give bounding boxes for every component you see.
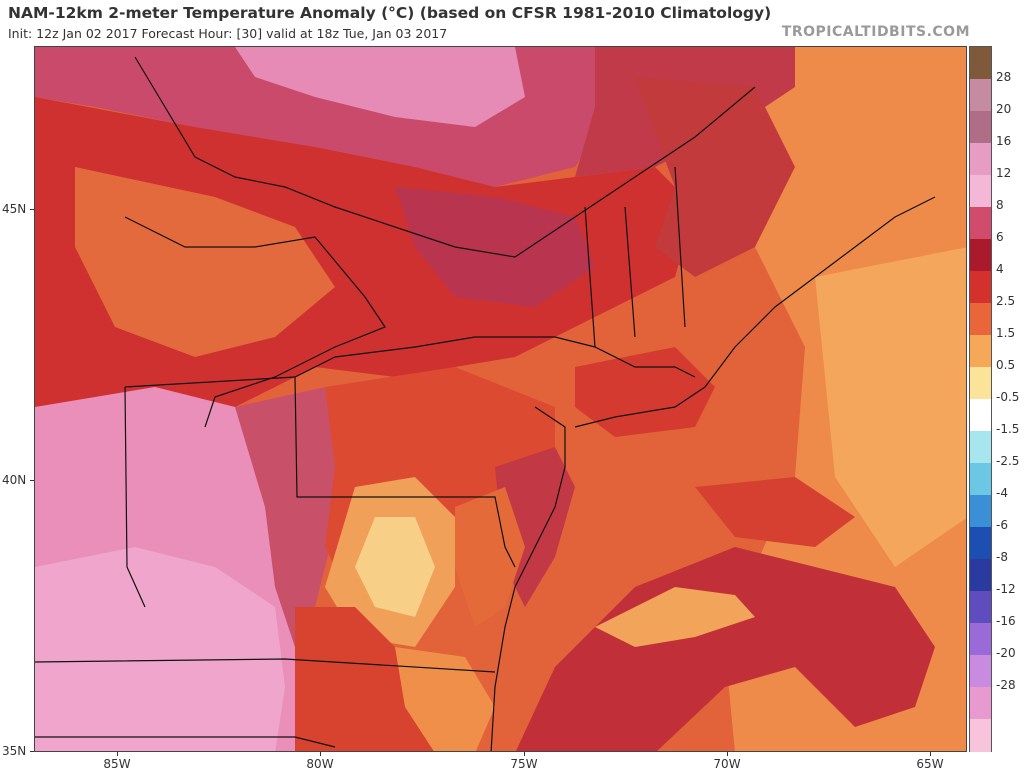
offshore-light-patch [595, 587, 755, 647]
colorbar-segment [970, 239, 991, 272]
colorbar-label: 4 [996, 262, 1004, 276]
lat-tick [30, 209, 34, 210]
colorbar-label: 0.5 [996, 358, 1016, 372]
lat-tick [30, 480, 34, 481]
lon-tick [930, 752, 931, 756]
colorbar-label: 20 [996, 102, 1012, 116]
colorbar-segment [970, 559, 991, 592]
colorbar-label: 1.5 [996, 326, 1016, 340]
forecast-info: Init: 12z Jan 02 2017 Forecast Hour: [30… [8, 26, 448, 41]
offshore-warm-streak [515, 547, 935, 751]
lon-label-70w: 70W [713, 757, 741, 771]
colorbar-segment [970, 143, 991, 176]
lon-tick [524, 752, 525, 756]
lat-tick [30, 751, 34, 752]
lat-label-35n: 35N [2, 744, 27, 758]
new-england-coastline [574, 196, 936, 428]
great-lakes-shoreline [124, 216, 386, 428]
page-title: NAM-12km 2-meter Temperature Anomaly (°C… [8, 4, 772, 22]
colorbar-segment [970, 175, 991, 208]
colorbar-label: 8 [996, 198, 1004, 212]
colorbar-label: -8 [996, 550, 1008, 564]
colorbar-segment [970, 431, 991, 464]
lon-tick [320, 752, 321, 756]
chesapeake-region [455, 487, 525, 627]
st-lawrence-line [134, 56, 756, 258]
lon-tick [117, 752, 118, 756]
lon-label-85w: 85W [103, 757, 131, 771]
new-york-north-region [395, 187, 595, 307]
ocean-pale-region [815, 247, 966, 567]
colorbar-segment [970, 303, 991, 336]
lon-label-75w: 75W [510, 757, 538, 771]
nc-sc-border [35, 736, 336, 748]
colorbar-segment [970, 111, 991, 144]
colorbar-segment [970, 79, 991, 112]
kentucky-region [35, 547, 285, 751]
colorbar-label: -28 [996, 678, 1016, 692]
colorbar-label: 2.5 [996, 294, 1016, 308]
canada-pink-region [235, 47, 525, 127]
colorbar-label: -0.5 [996, 390, 1020, 404]
colorbar-label: -6 [996, 518, 1008, 532]
header: NAM-12km 2-meter Temperature Anomaly (°C… [0, 0, 1024, 46]
new-england-state-lines [584, 166, 686, 348]
colorbar-label: -20 [996, 646, 1016, 660]
colorbar-segment [970, 527, 991, 560]
colorbar-segment [970, 207, 991, 240]
brand-watermark: TROPICALTIDBITS.COM [781, 24, 970, 40]
colorbar-label: 12 [996, 166, 1012, 180]
colorbar-segment [970, 47, 991, 80]
michigan-region [75, 167, 335, 357]
lon-label-65w: 65W [916, 757, 944, 771]
colorbar-segment [970, 271, 991, 304]
ohio-border [124, 386, 146, 608]
colorbar-segment [970, 367, 991, 400]
colorbar [969, 46, 992, 752]
temperature-anomaly-map [34, 46, 967, 752]
maine-region [635, 77, 795, 277]
colorbar-segment [970, 623, 991, 656]
colorbar-segment [970, 719, 991, 752]
colorbar-segment [970, 687, 991, 720]
atlantic-coastline [490, 406, 566, 751]
pennsylvania-border [294, 376, 516, 568]
west-virginia-region [235, 387, 345, 647]
offshore-red-patch [695, 477, 855, 547]
colorbar-label: 16 [996, 134, 1012, 148]
colorbar-label: -16 [996, 614, 1016, 628]
colorbar-label: -1.5 [996, 422, 1020, 436]
virginia-pale-region [355, 517, 435, 617]
colorbar-label: -12 [996, 582, 1016, 596]
state-line-north [124, 336, 696, 388]
colorbar-label: 28 [996, 70, 1012, 84]
colorbar-segment [970, 495, 991, 528]
lat-label-45n: 45N [2, 202, 27, 216]
nc-va-border [35, 658, 496, 673]
lat-label-40n: 40N [2, 473, 27, 487]
colorbar-label: 6 [996, 230, 1004, 244]
colorbar-label: -2.5 [996, 454, 1020, 468]
boundaries [35, 56, 936, 751]
lon-tick [727, 752, 728, 756]
carolina-coast-region [395, 647, 495, 751]
colorbar-segment [970, 335, 991, 368]
colorbar-segment [970, 591, 991, 624]
colorbar-segment [970, 463, 991, 496]
colorbar-segment [970, 399, 991, 432]
map-canvas [35, 47, 966, 751]
colorbar-segment [970, 655, 991, 688]
colorbar-label: -4 [996, 486, 1008, 500]
lon-label-80w: 80W [306, 757, 334, 771]
